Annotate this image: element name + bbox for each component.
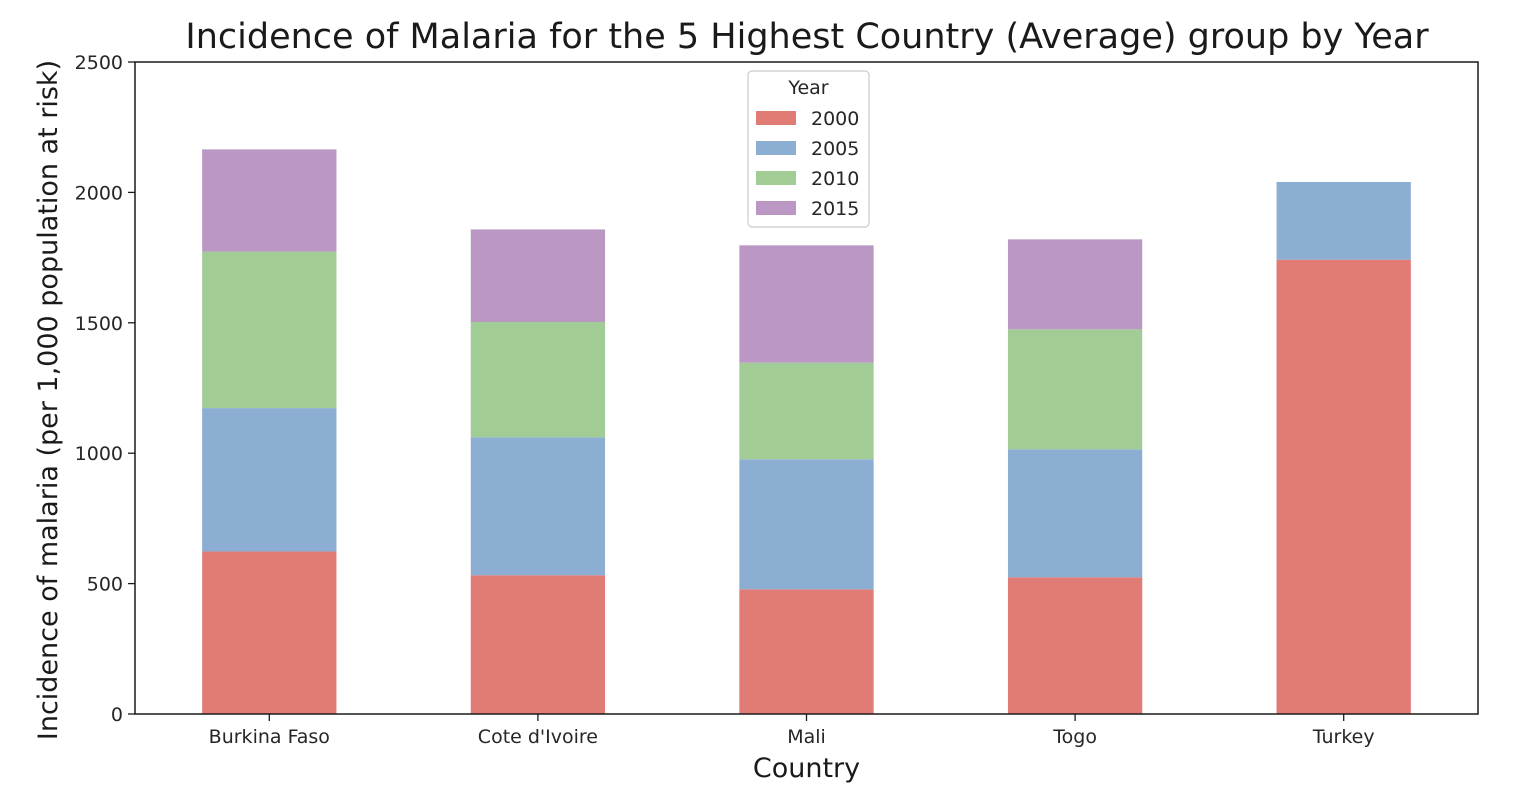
bar-2010-togo xyxy=(1007,329,1143,450)
x-tick-label: Mali xyxy=(787,726,826,748)
bar-2005-turkey xyxy=(1276,181,1411,260)
bar-2000-turkey xyxy=(1276,259,1411,714)
legend-title: Year xyxy=(787,77,828,99)
bar-2005-mali xyxy=(739,459,874,590)
legend-label-2010: 2010 xyxy=(811,168,859,190)
bar-2010-mali xyxy=(739,362,874,460)
x-tick-label: Togo xyxy=(1052,726,1097,748)
legend-label-2000: 2000 xyxy=(811,108,859,130)
legend-swatch-2000 xyxy=(756,111,796,125)
y-tick-label: 1000 xyxy=(75,443,123,465)
bar-2015-mali xyxy=(739,245,874,363)
bar-2015-cote-d-ivoire xyxy=(470,229,606,323)
legend-swatch-2015 xyxy=(756,201,796,215)
y-tick-label: 2500 xyxy=(75,52,123,74)
legend-label-2005: 2005 xyxy=(811,138,859,160)
x-axis-title: Country xyxy=(753,753,860,784)
chart-title: Incidence of Malaria for the 5 Highest C… xyxy=(185,17,1429,57)
y-tick-label: 2000 xyxy=(75,182,123,204)
legend-swatch-2010 xyxy=(756,171,796,185)
y-axis: 0 500 1000 1500 2000 2500 xyxy=(75,52,135,726)
x-tick-label: Burkina Faso xyxy=(209,726,330,748)
bar-2010-cote-d-ivoire xyxy=(470,322,606,438)
bar-2015-togo xyxy=(1007,239,1143,330)
y-axis-title: Incidence of malaria (per 1,000 populati… xyxy=(33,60,64,740)
y-tick-label: 1500 xyxy=(75,313,123,335)
bar-2000-togo xyxy=(1007,577,1143,714)
legend: Year 2000 2005 2010 2015 xyxy=(747,70,870,228)
bar-2010-burkina-faso xyxy=(202,251,337,409)
bars-layer xyxy=(202,149,1411,714)
bar-2015-burkina-faso xyxy=(202,149,337,252)
legend-label-2015: 2015 xyxy=(811,198,859,220)
legend-box xyxy=(747,70,870,228)
bar-2000-burkina-faso xyxy=(202,551,337,714)
bar-2005-burkina-faso xyxy=(202,408,337,552)
y-tick-label: 0 xyxy=(111,704,123,726)
x-tick-label: Cote d'Ivoire xyxy=(478,726,598,748)
y-tick-label: 500 xyxy=(87,574,123,596)
bar-2005-togo xyxy=(1007,449,1143,578)
legend-swatch-2005 xyxy=(756,141,796,155)
bar-2000-cote-d-ivoire xyxy=(470,575,606,714)
x-tick-label: Turkey xyxy=(1312,726,1375,748)
bar-2000-mali xyxy=(739,589,874,714)
x-axis: Burkina Faso Cote d'Ivoire Mali Togo Turkey xyxy=(209,714,1375,748)
bar-2005-cote-d-ivoire xyxy=(470,437,606,576)
